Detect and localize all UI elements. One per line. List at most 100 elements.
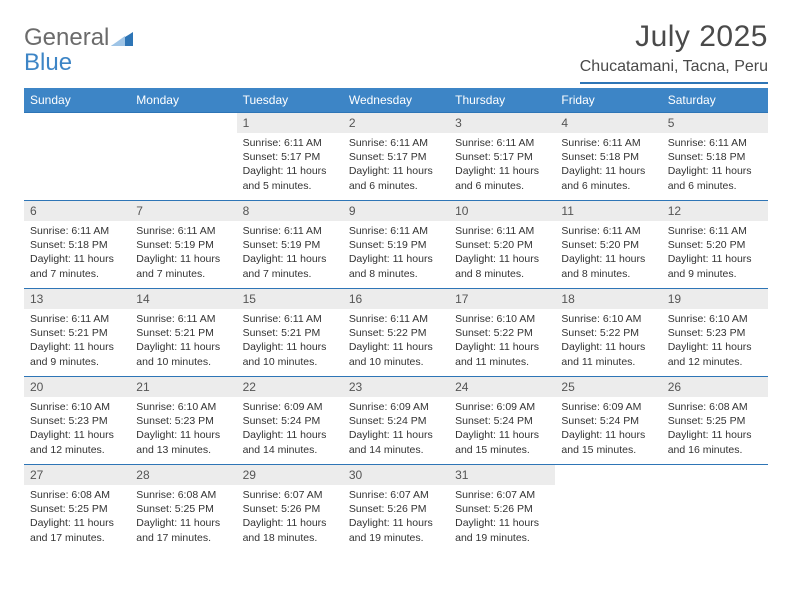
day-text: Sunrise: 6:10 AMSunset: 5:23 PMDaylight:… (130, 397, 236, 463)
day-cell: 14Sunrise: 6:11 AMSunset: 5:21 PMDayligh… (130, 289, 236, 377)
day-cell: 20Sunrise: 6:10 AMSunset: 5:23 PMDayligh… (24, 377, 130, 465)
day-cell: 8Sunrise: 6:11 AMSunset: 5:19 PMDaylight… (237, 201, 343, 289)
day-number: 25 (555, 377, 661, 397)
day-number: 27 (24, 465, 130, 485)
day-cell: 2Sunrise: 6:11 AMSunset: 5:17 PMDaylight… (343, 113, 449, 201)
day-text: Sunrise: 6:11 AMSunset: 5:19 PMDaylight:… (343, 221, 449, 287)
week-row: 13Sunrise: 6:11 AMSunset: 5:21 PMDayligh… (24, 289, 768, 377)
day-header: Wednesday (343, 88, 449, 113)
day-number: 3 (449, 113, 555, 133)
day-number: 7 (130, 201, 236, 221)
day-number: 6 (24, 201, 130, 221)
day-number: 9 (343, 201, 449, 221)
day-text: Sunrise: 6:11 AMSunset: 5:20 PMDaylight:… (449, 221, 555, 287)
day-text: Sunrise: 6:08 AMSunset: 5:25 PMDaylight:… (24, 485, 130, 551)
day-header: Tuesday (237, 88, 343, 113)
day-number: 28 (130, 465, 236, 485)
day-header: Thursday (449, 88, 555, 113)
day-cell: 31Sunrise: 6:07 AMSunset: 5:26 PMDayligh… (449, 465, 555, 553)
day-cell (662, 465, 768, 553)
day-text: Sunrise: 6:11 AMSunset: 5:18 PMDaylight:… (662, 133, 768, 199)
day-number: 2 (343, 113, 449, 133)
day-number (662, 465, 768, 471)
day-cell (555, 465, 661, 553)
logo-text-blue: Blue (24, 49, 72, 76)
day-text: Sunrise: 6:11 AMSunset: 5:21 PMDaylight:… (237, 309, 343, 375)
day-number: 26 (662, 377, 768, 397)
day-text: Sunrise: 6:09 AMSunset: 5:24 PMDaylight:… (237, 397, 343, 463)
day-number: 10 (449, 201, 555, 221)
day-number: 24 (449, 377, 555, 397)
day-text: Sunrise: 6:08 AMSunset: 5:25 PMDaylight:… (130, 485, 236, 551)
day-number: 13 (24, 289, 130, 309)
day-text: Sunrise: 6:09 AMSunset: 5:24 PMDaylight:… (343, 397, 449, 463)
day-header: Friday (555, 88, 661, 113)
day-number: 21 (130, 377, 236, 397)
day-cell: 11Sunrise: 6:11 AMSunset: 5:20 PMDayligh… (555, 201, 661, 289)
day-cell: 10Sunrise: 6:11 AMSunset: 5:20 PMDayligh… (449, 201, 555, 289)
day-text: Sunrise: 6:07 AMSunset: 5:26 PMDaylight:… (237, 485, 343, 551)
day-cell: 17Sunrise: 6:10 AMSunset: 5:22 PMDayligh… (449, 289, 555, 377)
day-number: 1 (237, 113, 343, 133)
calendar-table: SundayMondayTuesdayWednesdayThursdayFrid… (24, 88, 768, 553)
day-cell: 16Sunrise: 6:11 AMSunset: 5:22 PMDayligh… (343, 289, 449, 377)
day-cell: 27Sunrise: 6:08 AMSunset: 5:25 PMDayligh… (24, 465, 130, 553)
day-text: Sunrise: 6:11 AMSunset: 5:18 PMDaylight:… (555, 133, 661, 199)
title-block: July 2025 Chucatamani, Tacna, Peru (580, 20, 768, 84)
logo-triangle-icon (111, 27, 133, 51)
day-text: Sunrise: 6:07 AMSunset: 5:26 PMDaylight:… (449, 485, 555, 551)
day-cell: 5Sunrise: 6:11 AMSunset: 5:18 PMDaylight… (662, 113, 768, 201)
day-header: Sunday (24, 88, 130, 113)
day-cell: 25Sunrise: 6:09 AMSunset: 5:24 PMDayligh… (555, 377, 661, 465)
day-cell: 19Sunrise: 6:10 AMSunset: 5:23 PMDayligh… (662, 289, 768, 377)
day-number: 17 (449, 289, 555, 309)
day-cell: 7Sunrise: 6:11 AMSunset: 5:19 PMDaylight… (130, 201, 236, 289)
day-number: 29 (237, 465, 343, 485)
day-number: 11 (555, 201, 661, 221)
logo: GeneralBlue (24, 26, 135, 75)
day-number: 5 (662, 113, 768, 133)
day-number: 30 (343, 465, 449, 485)
location: Chucatamani, Tacna, Peru (580, 58, 768, 84)
day-cell: 6Sunrise: 6:11 AMSunset: 5:18 PMDaylight… (24, 201, 130, 289)
logo-text-general: General (24, 24, 109, 51)
day-text: Sunrise: 6:11 AMSunset: 5:19 PMDaylight:… (237, 221, 343, 287)
day-cell: 12Sunrise: 6:11 AMSunset: 5:20 PMDayligh… (662, 201, 768, 289)
day-number: 12 (662, 201, 768, 221)
day-number: 22 (237, 377, 343, 397)
day-text: Sunrise: 6:11 AMSunset: 5:20 PMDaylight:… (662, 221, 768, 287)
day-cell: 29Sunrise: 6:07 AMSunset: 5:26 PMDayligh… (237, 465, 343, 553)
day-cell: 22Sunrise: 6:09 AMSunset: 5:24 PMDayligh… (237, 377, 343, 465)
week-row: 6Sunrise: 6:11 AMSunset: 5:18 PMDaylight… (24, 201, 768, 289)
day-text: Sunrise: 6:09 AMSunset: 5:24 PMDaylight:… (555, 397, 661, 463)
day-number: 16 (343, 289, 449, 309)
day-text: Sunrise: 6:11 AMSunset: 5:21 PMDaylight:… (24, 309, 130, 375)
day-number: 23 (343, 377, 449, 397)
day-cell (24, 113, 130, 201)
day-text: Sunrise: 6:09 AMSunset: 5:24 PMDaylight:… (449, 397, 555, 463)
day-cell: 30Sunrise: 6:07 AMSunset: 5:26 PMDayligh… (343, 465, 449, 553)
day-cell: 23Sunrise: 6:09 AMSunset: 5:24 PMDayligh… (343, 377, 449, 465)
day-text: Sunrise: 6:11 AMSunset: 5:22 PMDaylight:… (343, 309, 449, 375)
day-text: Sunrise: 6:11 AMSunset: 5:20 PMDaylight:… (555, 221, 661, 287)
day-cell: 26Sunrise: 6:08 AMSunset: 5:25 PMDayligh… (662, 377, 768, 465)
month-title: July 2025 (580, 20, 768, 54)
day-text: Sunrise: 6:10 AMSunset: 5:22 PMDaylight:… (449, 309, 555, 375)
day-text: Sunrise: 6:11 AMSunset: 5:17 PMDaylight:… (343, 133, 449, 199)
day-number: 18 (555, 289, 661, 309)
day-text: Sunrise: 6:11 AMSunset: 5:17 PMDaylight:… (237, 133, 343, 199)
day-number (130, 113, 236, 119)
day-number: 31 (449, 465, 555, 485)
day-cell: 4Sunrise: 6:11 AMSunset: 5:18 PMDaylight… (555, 113, 661, 201)
day-number: 4 (555, 113, 661, 133)
day-text: Sunrise: 6:08 AMSunset: 5:25 PMDaylight:… (662, 397, 768, 463)
header: GeneralBlue July 2025 Chucatamani, Tacna… (24, 20, 768, 84)
day-header-row: SundayMondayTuesdayWednesdayThursdayFrid… (24, 88, 768, 113)
day-text: Sunrise: 6:10 AMSunset: 5:23 PMDaylight:… (24, 397, 130, 463)
week-row: 1Sunrise: 6:11 AMSunset: 5:17 PMDaylight… (24, 113, 768, 201)
day-header: Monday (130, 88, 236, 113)
day-cell: 3Sunrise: 6:11 AMSunset: 5:17 PMDaylight… (449, 113, 555, 201)
day-cell: 28Sunrise: 6:08 AMSunset: 5:25 PMDayligh… (130, 465, 236, 553)
calendar-body: 1Sunrise: 6:11 AMSunset: 5:17 PMDaylight… (24, 113, 768, 553)
day-number: 19 (662, 289, 768, 309)
